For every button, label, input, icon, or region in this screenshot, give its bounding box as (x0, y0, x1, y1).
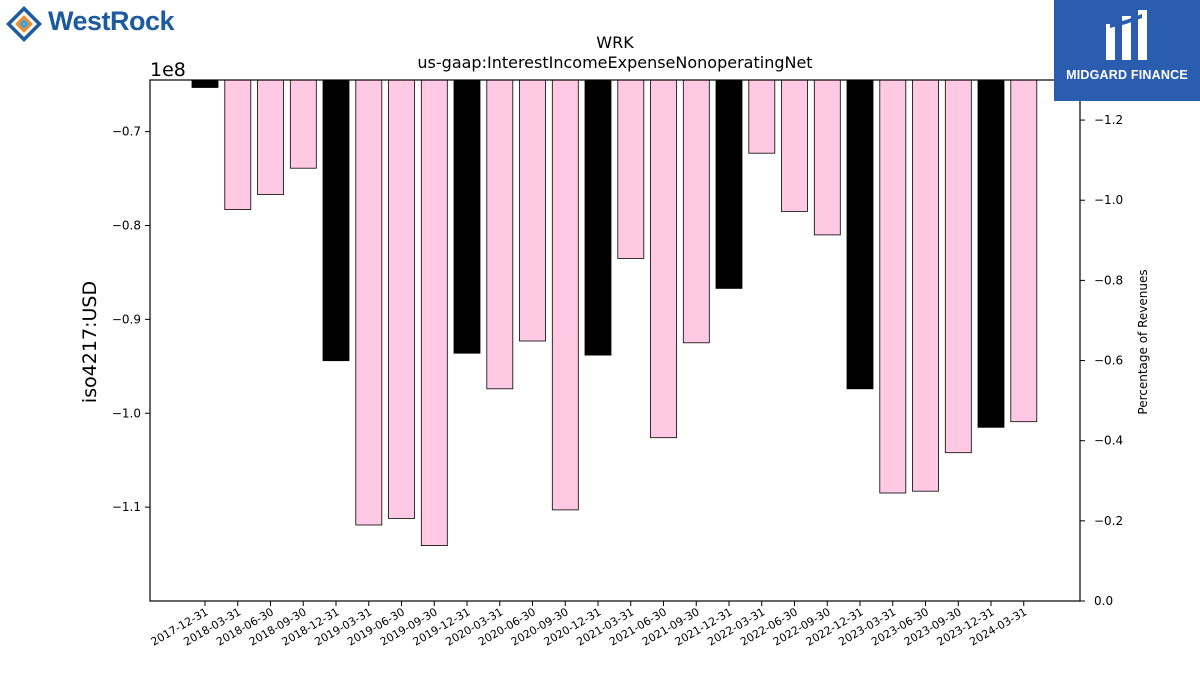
bar-2021-03-31 (617, 79, 645, 259)
y-tick-label: −0.9 (112, 312, 141, 326)
bar-2017-12-31 (191, 79, 219, 88)
bar-2018-09-30 (289, 79, 317, 169)
westrock-logo-icon (6, 6, 42, 42)
y-axis-label: iso4217:USD (79, 281, 101, 403)
y2-tick-label: −1.2 (1094, 113, 1123, 127)
y2-tick-label: −0.8 (1094, 273, 1123, 287)
bar-2023-03-31 (879, 79, 907, 494)
y2-tick-label: 0.0 (1094, 594, 1113, 608)
y2-ticks-group: 0.0 −0.2 −0.4 −0.6 −0.8 −1.0 −1.2 (1080, 113, 1123, 608)
bar-2023-12-31 (977, 79, 1005, 428)
bar-2018-03-31 (224, 79, 252, 210)
bar-2018-12-31 (322, 79, 350, 362)
x-ticks-group: 2017-12-312018-03-312018-06-302018-09-30… (149, 601, 1029, 649)
y-tick-label: −1.0 (112, 406, 141, 420)
bar-2022-06-30 (781, 79, 808, 212)
bar-2019-09-30 (420, 79, 448, 547)
y2-tick-label: −1.0 (1094, 193, 1123, 207)
bar-2022-03-31 (748, 79, 776, 154)
bar-2021-09-30 (682, 79, 710, 344)
bar-2021-12-31 (715, 79, 743, 289)
plot-frame (149, 79, 1081, 602)
bars-group (191, 79, 1038, 547)
bar-2018-06-30 (257, 79, 284, 195)
westrock-logo-text: WestRock (48, 6, 175, 36)
bar-2019-03-31 (355, 79, 383, 526)
bar-2020-06-30 (519, 79, 546, 342)
bar-2020-09-30 (551, 79, 579, 511)
bar-2019-12-31 (453, 79, 481, 354)
bar-2023-06-30 (912, 79, 939, 492)
bar-2020-12-31 (584, 79, 612, 356)
bar-2021-06-30 (650, 79, 677, 439)
bar-2022-09-30 (813, 79, 841, 236)
midgard-logo-icon (1106, 10, 1147, 60)
y2-tick-label: −0.2 (1094, 514, 1123, 528)
chart-title: WRK (596, 33, 634, 52)
chart-subtitle: us-gaap:InterestIncomeExpenseNonoperatin… (417, 53, 812, 72)
y2-tick-label: −0.6 (1094, 354, 1123, 368)
y-tick-label: −0.8 (112, 219, 141, 233)
y-ticks-group: −0.7 −0.8 −0.9 −1.0 −1.1 (112, 125, 150, 514)
y-tick-label: −0.7 (112, 125, 141, 139)
y-tick-label: −1.1 (112, 500, 141, 514)
y-offset-label: 1e8 (150, 59, 186, 81)
bar-2024-03-31 (1010, 79, 1038, 423)
y2-axis-label: Percentage of Revenues (1136, 269, 1150, 414)
bar-2020-03-31 (486, 79, 514, 390)
bar-2019-06-30 (388, 79, 415, 519)
y2-tick-label: −0.4 (1094, 434, 1123, 448)
midgard-finance-logo: MIDGARD FINANCE (1054, 0, 1200, 101)
bar-2023-09-30 (944, 79, 972, 454)
midgard-logo-text: MIDGARD FINANCE (1066, 68, 1188, 82)
westrock-logo: WestRock (4, 2, 194, 46)
bar-2022-12-31 (846, 79, 874, 390)
